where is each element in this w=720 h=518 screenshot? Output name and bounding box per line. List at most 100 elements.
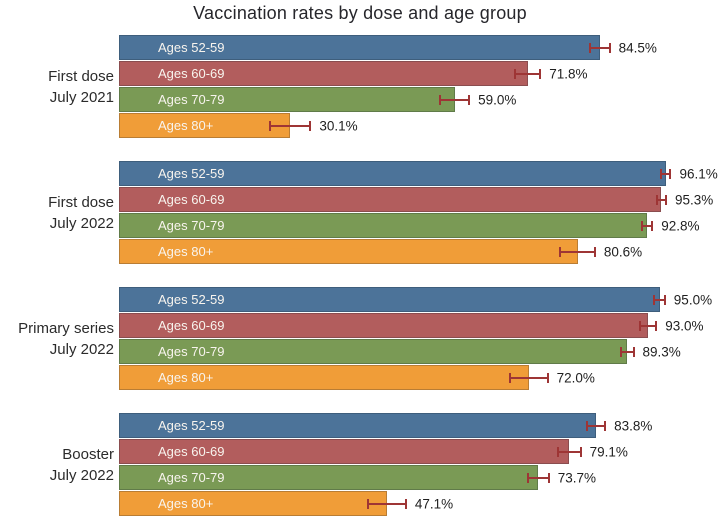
value-label: 93.0% xyxy=(665,318,704,333)
error-bar-line xyxy=(657,198,665,201)
group-row: Primary series July 2022 Ages 52-59 95.0% Ag… xyxy=(0,287,720,390)
bar-ages-70-79: Ages 70-79 xyxy=(119,87,455,112)
value-label: 72.0% xyxy=(556,370,595,385)
error-bar-line xyxy=(528,476,548,479)
bars-column: Ages 52-59 83.8% Ages 60-69 79.1% Ages 70-79… xyxy=(119,413,688,516)
group-row: Booster July 2022 Ages 52-59 83.8% Ages 60-6… xyxy=(0,413,720,516)
error-bar-line xyxy=(621,350,633,353)
error-bar xyxy=(653,294,666,305)
bar-ages-52-59: Ages 52-59 xyxy=(119,413,596,438)
value-label: 59.0% xyxy=(478,92,517,107)
bar-category-label: Ages 70-79 xyxy=(158,470,225,485)
error-bar xyxy=(639,320,658,331)
bar-category-label: Ages 80+ xyxy=(158,496,214,511)
bar-ages-70-79: Ages 70-79 xyxy=(119,339,628,364)
value-label: 73.7% xyxy=(557,470,596,485)
bar-track: Ages 70-79 89.3% xyxy=(119,339,688,364)
error-bar-line xyxy=(515,72,540,75)
bar-track: Ages 80+ 72.0% xyxy=(119,365,688,390)
bar-category-label: Ages 52-59 xyxy=(158,418,225,433)
bar-ages-52-59: Ages 52-59 xyxy=(119,35,600,60)
bar-ages-60-69: Ages 60-69 xyxy=(119,439,570,464)
error-bar xyxy=(655,194,667,205)
value-label: 47.1% xyxy=(414,496,454,511)
bar-ages-60-69: Ages 60-69 xyxy=(119,61,528,86)
group-label: Primary series July 2022 xyxy=(0,318,118,360)
group-label: Booster July 2022 xyxy=(0,444,118,486)
bar-category-label: Ages 52-59 xyxy=(158,292,225,307)
group-label-line: Booster xyxy=(62,445,114,463)
group-label: First dose July 2022 xyxy=(0,192,118,234)
value-label: 95.3% xyxy=(674,192,714,207)
bar-track: Ages 80+ 80.6% xyxy=(119,239,688,264)
group-label: First dose July 2021 xyxy=(0,66,118,108)
error-bar-line xyxy=(558,450,580,453)
group-row: First dose July 2021 Ages 52-59 84.5% Ages 6… xyxy=(0,35,720,138)
error-bar-line xyxy=(561,250,594,253)
bar-track: Ages 52-59 96.1% xyxy=(119,161,718,186)
bar-track: Ages 52-59 95.0% xyxy=(119,287,712,312)
bar-track: Ages 80+ 47.1% xyxy=(119,491,688,516)
bar-category-label: Ages 70-79 xyxy=(158,218,225,233)
error-bar-line xyxy=(662,172,670,175)
bar-track: Ages 60-69 79.1% xyxy=(119,439,688,464)
group-label-line: July 2021 xyxy=(49,88,114,106)
bars-column: Ages 52-59 95.0% Ages 60-69 93.0% Ages 70-79… xyxy=(119,287,712,390)
chart-groups: First dose July 2021 Ages 52-59 84.5% Ages 6… xyxy=(0,35,720,516)
error-bar xyxy=(588,42,611,53)
bar-ages-70-79: Ages 70-79 xyxy=(119,465,539,490)
error-bar-line xyxy=(655,298,664,301)
bar-category-label: Ages 70-79 xyxy=(158,92,225,107)
chart-title: Vaccination rates by dose and age group xyxy=(193,3,527,23)
error-bar-line xyxy=(590,46,609,49)
error-bar-line xyxy=(641,324,656,327)
bar-track: Ages 60-69 71.8% xyxy=(119,61,688,86)
value-label: 92.8% xyxy=(661,218,700,233)
error-bar-line xyxy=(587,424,605,427)
error-bar xyxy=(269,120,312,131)
bar-track: Ages 52-59 83.8% xyxy=(119,413,688,438)
bar-category-label: Ages 52-59 xyxy=(158,166,225,181)
value-label: 84.5% xyxy=(618,40,657,55)
error-bar xyxy=(660,168,672,179)
bar-category-label: Ages 70-79 xyxy=(158,344,225,359)
bars-column: Ages 52-59 96.1% Ages 60-69 95.3% Ages 70-79… xyxy=(119,161,718,264)
error-bar xyxy=(640,220,654,231)
error-bar xyxy=(619,346,635,357)
error-bar-line xyxy=(510,376,547,379)
group-row: First dose July 2022 Ages 52-59 96.1% Ages 6… xyxy=(0,161,720,264)
bar-ages-80-: Ages 80+ xyxy=(119,113,291,138)
bar-ages-60-69: Ages 60-69 xyxy=(119,187,662,212)
error-bar xyxy=(585,420,607,431)
bar-category-label: Ages 60-69 xyxy=(158,318,225,333)
bar-category-label: Ages 80+ xyxy=(158,244,214,259)
bar-category-label: Ages 60-69 xyxy=(158,444,225,459)
error-bar-line xyxy=(642,224,652,227)
bar-category-label: Ages 52-59 xyxy=(158,40,225,55)
value-label: 89.3% xyxy=(642,344,681,359)
error-bar xyxy=(367,498,407,509)
group-label-line: July 2022 xyxy=(49,214,114,232)
value-label: 79.1% xyxy=(589,444,628,459)
error-bar-line xyxy=(271,124,310,127)
bar-track: Ages 80+ 30.1% xyxy=(119,113,688,138)
bar-track: Ages 70-79 73.7% xyxy=(119,465,688,490)
bar-ages-70-79: Ages 70-79 xyxy=(119,213,648,238)
bar-ages-52-59: Ages 52-59 xyxy=(119,287,660,312)
value-label: 80.6% xyxy=(603,244,643,259)
error-bar xyxy=(513,68,542,79)
error-bar xyxy=(439,94,471,105)
group-label-line: Primary series xyxy=(18,319,114,337)
bar-ages-80-: Ages 80+ xyxy=(119,491,387,516)
group-label-line: July 2022 xyxy=(49,466,114,484)
error-bar xyxy=(526,472,550,483)
bar-track: Ages 70-79 92.8% xyxy=(119,213,700,238)
bar-ages-80-: Ages 80+ xyxy=(119,239,578,264)
bar-category-label: Ages 60-69 xyxy=(158,66,225,81)
value-label: 71.8% xyxy=(549,66,588,81)
value-label: 83.8% xyxy=(614,418,653,433)
group-label-line: First dose xyxy=(48,193,114,211)
bars-column: Ages 52-59 84.5% Ages 60-69 71.8% Ages 70-79… xyxy=(119,35,688,138)
group-label-line: July 2022 xyxy=(49,340,114,358)
